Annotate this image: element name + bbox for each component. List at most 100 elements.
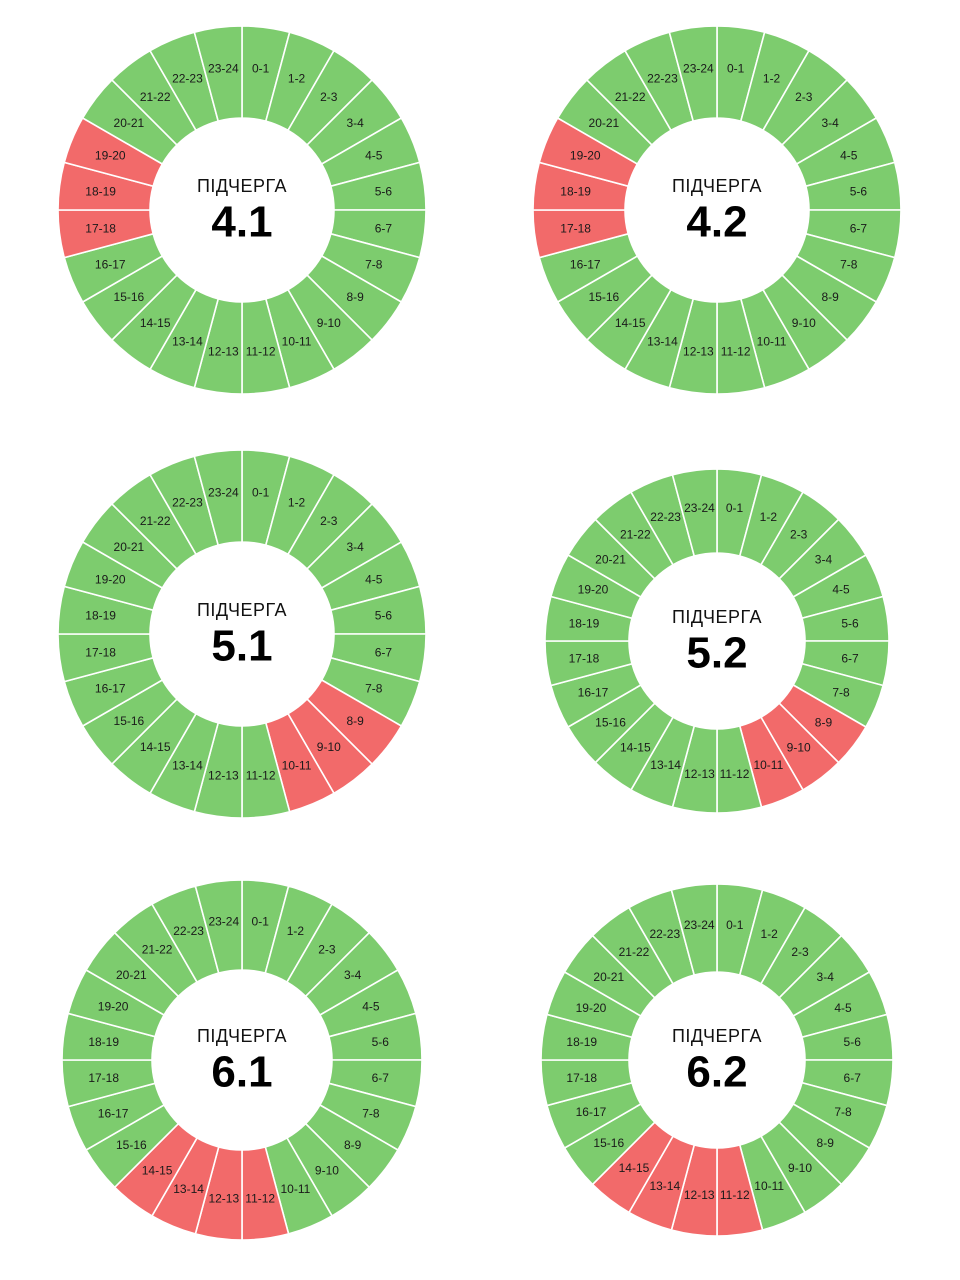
hour-label-9-10: 9-10 xyxy=(317,740,341,754)
hour-label-7-8: 7-8 xyxy=(362,1106,380,1120)
hour-label-13-14: 13-14 xyxy=(649,1179,680,1193)
hour-label-10-11: 10-11 xyxy=(757,335,787,349)
hour-label-15-16: 15-16 xyxy=(595,716,626,730)
hour-label-0-1: 0-1 xyxy=(727,62,745,76)
hour-label-10-11: 10-11 xyxy=(282,759,312,773)
hour-label-7-8: 7-8 xyxy=(834,1105,852,1119)
hour-label-5-6: 5-6 xyxy=(844,1035,862,1049)
queue-number: 6.2 xyxy=(686,1048,747,1097)
hour-label-3-4: 3-4 xyxy=(346,116,364,130)
hour-label-20-21: 20-21 xyxy=(593,970,624,984)
hour-label-2-3: 2-3 xyxy=(320,514,338,528)
hour-label-4-5: 4-5 xyxy=(362,1000,380,1014)
hour-label-16-17: 16-17 xyxy=(576,1105,607,1119)
donut-chart-5-2: 0-1 1-2 2-3 3-4 4-5 5-6 6-7 7-8 8-9 9-10 10-1111-1… xyxy=(544,468,890,814)
hour-label-14-15: 14-15 xyxy=(140,740,171,754)
hour-label-1-2: 1-2 xyxy=(288,495,306,509)
hour-label-8-9: 8-9 xyxy=(346,714,364,728)
hour-label-13-14: 13-14 xyxy=(647,335,678,349)
hour-label-22-23: 22-23 xyxy=(172,71,203,85)
hour-label-21-22: 21-22 xyxy=(619,945,650,959)
queue-number: 5.2 xyxy=(686,629,747,678)
hour-label-17-18: 17-18 xyxy=(560,222,591,236)
hour-label-8-9: 8-9 xyxy=(344,1138,362,1152)
hour-label-4-5: 4-5 xyxy=(834,1001,852,1015)
donut-chart-4-2: 0-1 1-2 2-3 3-4 4-5 5-6 6-7 7-8 8-9 9-10 10-11 11-1… xyxy=(532,25,902,395)
hour-label-15-16: 15-16 xyxy=(114,290,145,304)
hour-label-5-6: 5-6 xyxy=(375,608,393,622)
queue-caption: ПІДЧЕРГА xyxy=(197,176,287,196)
hour-label-22-23: 22-23 xyxy=(650,510,681,524)
hour-label-16-17: 16-17 xyxy=(570,258,601,272)
donut-hole xyxy=(151,543,333,725)
hour-label-13-14: 13-14 xyxy=(650,758,681,772)
queue-number: 6.1 xyxy=(211,1048,272,1097)
hour-label-17-18: 17-18 xyxy=(566,1071,597,1085)
hour-label-9-10: 9-10 xyxy=(315,1164,339,1178)
hour-label-18-19: 18-19 xyxy=(566,1035,597,1049)
hour-label-8-9: 8-9 xyxy=(821,290,839,304)
hour-segment-23-24-power xyxy=(194,879,243,975)
hour-label-0-1: 0-1 xyxy=(726,501,744,515)
hour-label-2-3: 2-3 xyxy=(790,528,808,542)
hour-label-23-24: 23-24 xyxy=(684,918,715,932)
donut-hole xyxy=(151,119,333,301)
hour-label-21-22: 21-22 xyxy=(140,514,171,528)
hour-label-1-2: 1-2 xyxy=(287,924,305,938)
hour-label-13-14: 13-14 xyxy=(172,759,203,773)
hour-label-19-20: 19-20 xyxy=(95,572,126,586)
hour-label-6-7: 6-7 xyxy=(375,222,393,236)
hour-label-4-5: 4-5 xyxy=(840,148,858,162)
hour-label-16-17: 16-17 xyxy=(98,1106,129,1120)
hour-label-2-3: 2-3 xyxy=(318,942,336,956)
hour-segment-23-24-power xyxy=(671,468,718,557)
hour-label-17-18: 17-18 xyxy=(85,646,116,660)
hour-label-23-24: 23-24 xyxy=(208,915,239,929)
hour-label-12-13: 12-13 xyxy=(208,344,239,358)
hour-label-17-18: 17-18 xyxy=(85,222,116,236)
hour-label-8-9: 8-9 xyxy=(817,1136,835,1150)
hour-label-14-15: 14-15 xyxy=(619,1161,650,1175)
donut-hole xyxy=(630,973,804,1147)
hour-label-12-13: 12-13 xyxy=(684,1188,715,1202)
hour-label-18-19: 18-19 xyxy=(85,184,116,198)
queue-number: 4.2 xyxy=(686,198,747,247)
hour-label-19-20: 19-20 xyxy=(98,1000,129,1014)
hour-label-0-1: 0-1 xyxy=(252,915,270,929)
hour-label-3-4: 3-4 xyxy=(344,968,362,982)
hour-label-1-2: 1-2 xyxy=(763,71,781,85)
hour-label-2-3: 2-3 xyxy=(320,90,338,104)
hour-label-23-24: 23-24 xyxy=(684,501,715,515)
hour-label-9-10: 9-10 xyxy=(792,316,816,330)
hour-label-5-6: 5-6 xyxy=(375,184,393,198)
hour-label-2-3: 2-3 xyxy=(791,945,809,959)
hour-label-5-6: 5-6 xyxy=(841,616,859,630)
hour-label-14-15: 14-15 xyxy=(140,316,171,330)
hour-label-11-12: 11-12 xyxy=(720,1188,750,1202)
hour-label-15-16: 15-16 xyxy=(114,714,145,728)
hour-label-1-2: 1-2 xyxy=(288,71,306,85)
hour-label-6-7: 6-7 xyxy=(372,1071,390,1085)
hour-label-5-6: 5-6 xyxy=(850,184,868,198)
hour-label-9-10: 9-10 xyxy=(317,316,341,330)
hour-label-17-18: 17-18 xyxy=(569,652,600,666)
hour-label-10-11: 10-11 xyxy=(280,1182,310,1196)
hour-label-23-24: 23-24 xyxy=(683,62,714,76)
hour-label-12-13: 12-13 xyxy=(684,767,715,781)
hour-label-21-22: 21-22 xyxy=(615,90,646,104)
donut-chart-4-1: 0-1 1-2 2-3 3-4 4-5 5-6 6-7 7-8 8-9 9-10 10-11 11-1… xyxy=(57,25,427,395)
hour-label-15-16: 15-16 xyxy=(589,290,620,304)
hour-label-7-8: 7-8 xyxy=(832,685,850,699)
hour-label-6-7: 6-7 xyxy=(375,646,393,660)
hour-segment-23-24-power xyxy=(670,883,718,976)
hour-label-23-24: 23-24 xyxy=(208,486,239,500)
hour-label-2-3: 2-3 xyxy=(795,90,813,104)
hour-label-7-8: 7-8 xyxy=(365,258,383,272)
hour-label-22-23: 22-23 xyxy=(172,495,203,509)
hour-label-6-7: 6-7 xyxy=(841,652,859,666)
hour-label-9-10: 9-10 xyxy=(787,740,811,754)
hour-label-22-23: 22-23 xyxy=(649,927,680,941)
hour-label-7-8: 7-8 xyxy=(840,258,858,272)
hour-label-9-10: 9-10 xyxy=(788,1161,812,1175)
hour-label-19-20: 19-20 xyxy=(95,148,126,162)
